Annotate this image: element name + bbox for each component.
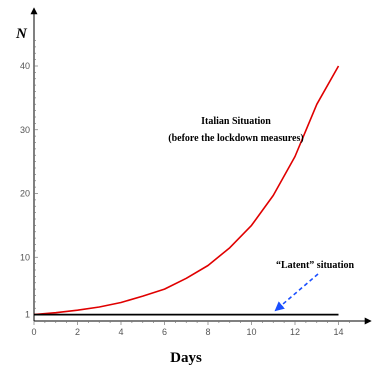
y-axis-title: N <box>15 26 28 42</box>
x-tick-label: 12 <box>290 327 300 337</box>
latent-arrow <box>274 273 319 312</box>
y-tick-label: 30 <box>20 125 30 135</box>
x-tick-label: 4 <box>118 327 123 337</box>
ticks: 0 2 4 6 8 10 12 14 1 10 20 30 40 <box>20 40 350 337</box>
x-tick-label: 8 <box>205 327 210 337</box>
y-tick-label: 1 <box>25 310 30 320</box>
lockdown-note-label: (before the lockdown measures) <box>168 133 303 144</box>
x-tick-label: 10 <box>246 327 256 337</box>
x-tick-label: 0 <box>31 327 36 337</box>
x-tick-label: 6 <box>162 327 167 337</box>
x-tick-label: 14 <box>333 327 343 337</box>
x-axis-title: Days <box>170 350 202 366</box>
italian-situation-series <box>33 65 340 316</box>
italian-situation-label: Italian Situation <box>201 116 271 127</box>
y-tick-label: 20 <box>20 189 30 199</box>
annotations: Italian Situation (before the lockdown m… <box>168 116 355 312</box>
y-tick-label: 40 <box>20 61 30 71</box>
axes <box>30 7 372 325</box>
latent-situation-label: “Latent” situation <box>276 260 355 271</box>
series-layer <box>33 65 340 316</box>
x-tick-label: 2 <box>75 327 80 337</box>
y-tick-label: 10 <box>20 252 30 262</box>
